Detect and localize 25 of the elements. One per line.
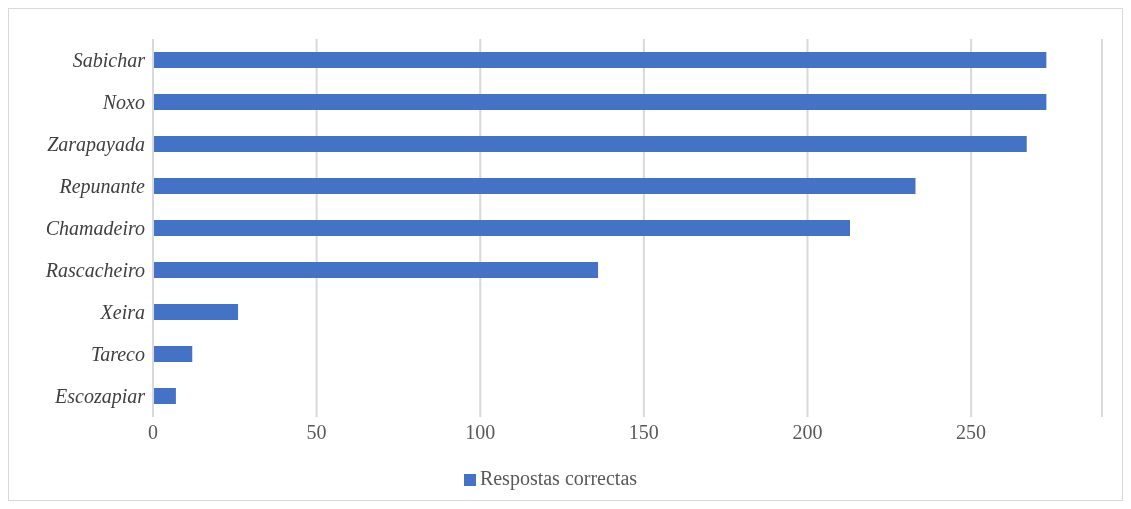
bar bbox=[153, 220, 851, 236]
bar bbox=[153, 94, 1047, 110]
x-tick-label: 0 bbox=[148, 421, 158, 444]
bar bbox=[153, 262, 599, 278]
legend-label: Respostas correctas bbox=[479, 467, 638, 489]
x-tick-label: 150 bbox=[628, 421, 659, 444]
x-tick-label: 100 bbox=[465, 421, 496, 444]
bar bbox=[153, 346, 193, 362]
bar bbox=[153, 136, 1027, 152]
x-tick-label: 250 bbox=[956, 421, 987, 444]
bar bbox=[153, 304, 239, 320]
y-tick-label: Sabichar bbox=[72, 49, 146, 72]
y-tick-label: Noxo bbox=[101, 91, 145, 114]
y-tick-label: Escozapiar bbox=[54, 385, 146, 409]
x-tick-label: 200 bbox=[792, 421, 823, 444]
bar bbox=[153, 178, 916, 194]
y-tick-label: Chamadeiro bbox=[45, 217, 145, 240]
y-tick-label: Zarapayada bbox=[47, 133, 145, 157]
y-tick-label: Tareco bbox=[90, 343, 145, 366]
y-tick-label: Repunante bbox=[58, 175, 146, 199]
bar bbox=[153, 52, 1047, 68]
y-tick-label: Xeira bbox=[99, 301, 145, 324]
y-tick-label: Rascacheiro bbox=[44, 259, 145, 282]
bar bbox=[153, 388, 176, 404]
x-tick-label: 50 bbox=[306, 421, 327, 444]
